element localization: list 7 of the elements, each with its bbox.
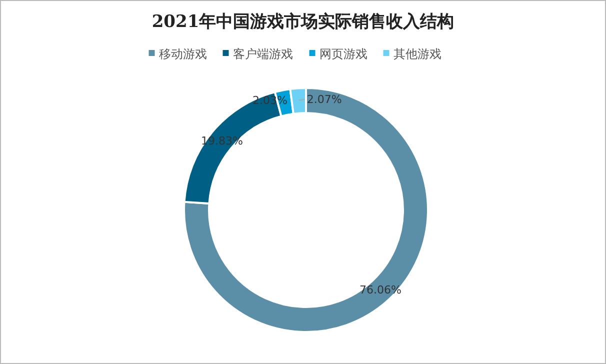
legend-label: 其他游戏	[393, 47, 442, 61]
data-label: 2.07%	[306, 93, 342, 106]
legend-label: 移动游戏	[158, 47, 207, 61]
donut-slice	[183, 87, 429, 333]
legend-label: 网页游戏	[319, 47, 368, 61]
chart-title: 2021年中国游戏市场实际销售收入结构	[152, 12, 454, 32]
legend-label: 客户端游戏	[232, 47, 293, 61]
